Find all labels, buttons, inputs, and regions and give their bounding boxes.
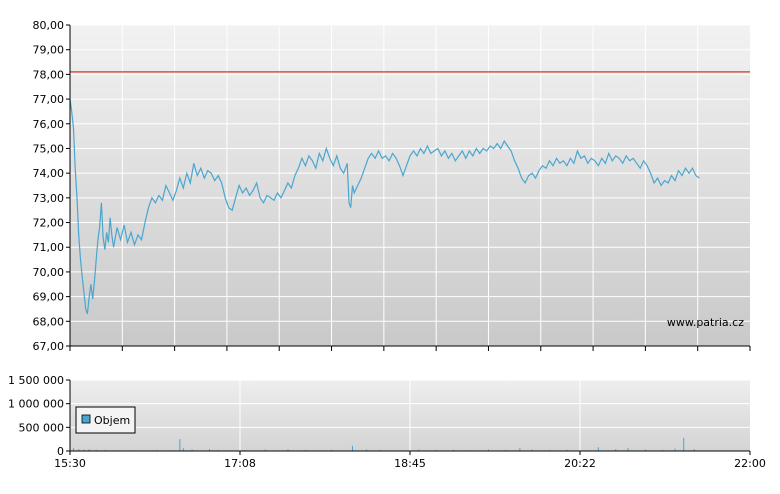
volume-bar (615, 449, 617, 451)
volume-bar (566, 449, 568, 451)
volume-x-tick-label: 22:00 (734, 457, 766, 470)
volume-bar (287, 449, 289, 451)
price-y-tick-label: 67,00 (33, 340, 65, 353)
volume-x-tick-label: 20:22 (564, 457, 596, 470)
volume-bar (693, 449, 695, 451)
volume-bar (365, 449, 367, 451)
volume-legend: Objem (75, 406, 136, 434)
volume-bar (453, 449, 455, 451)
price-y-tick-label: 73,00 (33, 192, 65, 205)
price-y-tick-label: 71,00 (33, 241, 65, 254)
price-y-tick-label: 74,00 (33, 167, 65, 180)
volume-bar (95, 449, 97, 451)
volume-panel: 0 500 000 1 000 000 1 500 000 15:30 17:08 18:4… (8, 374, 766, 470)
watermark: www.patria.cz (667, 316, 744, 329)
price-y-tick-label: 77,00 (33, 93, 65, 106)
volume-bar (83, 449, 85, 451)
price-y-tick-label: 76,00 (33, 118, 65, 131)
volume-x-tick-label: 18:45 (394, 457, 426, 470)
price-series-line (69, 99, 700, 315)
price-y-tick-label: 70,00 (33, 266, 65, 279)
price-y-tick-label: 72,00 (33, 217, 65, 230)
volume-bar (519, 448, 521, 451)
volume-legend-label: Objem (94, 414, 130, 427)
price-panel: 67,00 68,00 69,00 70,00 71,00 72,00 73,00 74,00… (33, 19, 751, 353)
volume-legend-swatch (81, 414, 91, 424)
volume-y-tick-label: 0 (57, 445, 64, 458)
volume-bar (531, 449, 533, 451)
price-plot-background (70, 25, 750, 346)
price-y-tick-label: 79,00 (33, 44, 65, 57)
volume-y-tick-label: 500 000 (19, 421, 65, 434)
price-y-tick-label: 69,00 (33, 291, 65, 304)
volume-bar (208, 449, 210, 451)
price-y-tick-label: 68,00 (33, 315, 65, 328)
volume-bar (683, 437, 685, 451)
volume-y-tick-label: 1 000 000 (8, 398, 64, 411)
volume-bar (674, 448, 676, 451)
volume-bar (264, 449, 266, 451)
volume-bar (418, 449, 420, 451)
volume-bar (597, 447, 599, 451)
volume-bar (191, 449, 193, 451)
volume-bar (179, 439, 181, 451)
volume-bar (644, 449, 646, 451)
volume-x-tick-label: 17:08 (224, 457, 256, 470)
volume-y-tick-label: 1 500 000 (8, 374, 64, 387)
volume-bar (351, 445, 353, 451)
volume-bar (627, 448, 629, 451)
price-y-tick-label: 75,00 (33, 142, 65, 155)
volume-bar (78, 449, 80, 451)
volume-bar (88, 449, 90, 451)
volume-bar (331, 449, 333, 451)
volume-bar (72, 448, 74, 451)
volume-bar (487, 449, 489, 451)
volume-bar (182, 448, 184, 451)
volume-x-tick-label: 15:30 (54, 457, 86, 470)
price-y-tick-label: 80,00 (33, 19, 65, 32)
price-y-tick-label: 78,00 (33, 68, 65, 81)
